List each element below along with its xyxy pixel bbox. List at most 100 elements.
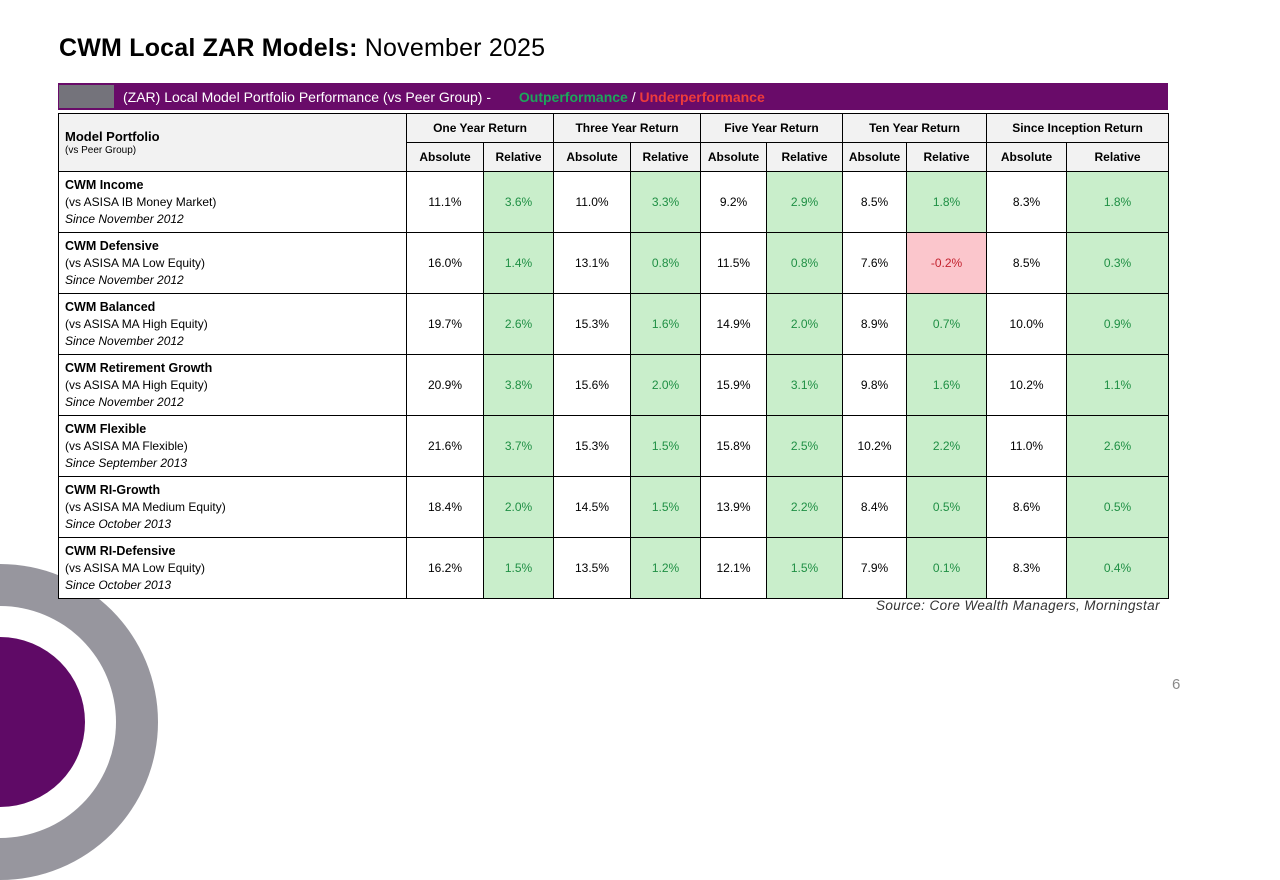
absolute-return-cell: 8.5% [986, 232, 1068, 294]
absolute-return-cell: 13.9% [700, 476, 768, 538]
absolute-return-cell: 7.9% [842, 537, 908, 599]
absolute-return-cell: 15.8% [700, 415, 768, 477]
absolute-return-cell: 21.6% [406, 415, 484, 477]
table-head: Model Portfolio (vs Peer Group) One Year… [58, 113, 1170, 172]
absolute-return-cell: 10.2% [842, 415, 908, 477]
absolute-return-cell: 15.6% [553, 354, 632, 416]
relative-return-cell: 1.8% [1066, 171, 1170, 233]
relative-return-cell: 0.5% [1066, 476, 1170, 538]
relative-return-cell: 0.1% [906, 537, 988, 599]
table-body: CWM Income (vs ASISA IB Money Market) Sinc… [58, 171, 1170, 599]
absolute-return-cell: 11.5% [700, 232, 768, 294]
underperformance-label: Underperformance [639, 88, 765, 105]
absolute-return-cell: 11.0% [986, 415, 1068, 477]
relative-return-cell: 0.3% [1066, 232, 1170, 294]
relative-return-cell: 2.0% [766, 293, 844, 355]
portfolio-peer-group: (vs ASISA MA Flexible) [65, 438, 188, 453]
sub-header-cell: Absolute [842, 142, 908, 172]
portfolio-cell: CWM Retirement Growth (vs ASISA MA High E… [58, 354, 407, 416]
portfolio-since-date: Since November 2012 [65, 334, 184, 349]
relative-return-cell: 1.1% [1066, 354, 1170, 416]
sub-header-cell: Relative [906, 142, 988, 172]
relative-return-cell: 1.5% [766, 537, 844, 599]
absolute-return-cell: 14.5% [553, 476, 632, 538]
relative-return-cell: 1.5% [482, 537, 555, 599]
performance-banner: (ZAR) Local Model Portfolio Performance … [58, 83, 1168, 110]
group-header-since-inception: Since Inception Return [986, 113, 1170, 143]
relative-return-cell: 3.1% [766, 354, 844, 416]
absolute-return-cell: 15.3% [553, 415, 632, 477]
sub-header-cell: Relative [630, 142, 702, 172]
sub-header-cell: Absolute [553, 142, 632, 172]
sub-header-cell: Relative [766, 142, 844, 172]
absolute-return-cell: 7.6% [842, 232, 908, 294]
absolute-return-cell: 12.1% [700, 537, 768, 599]
absolute-return-cell: 15.3% [553, 293, 632, 355]
page-title-bold: CWM Local ZAR Models: [59, 34, 358, 62]
sub-header-cell: Relative [1066, 142, 1170, 172]
absolute-return-cell: 20.9% [406, 354, 484, 416]
portfolio-cell: CWM Balanced (vs ASISA MA High Equity) Sin… [58, 293, 407, 355]
portfolio-since-date: Since November 2012 [65, 273, 184, 288]
relative-return-cell: 0.9% [1066, 293, 1170, 355]
table-row: CWM Retirement Growth (vs ASISA MA High E… [58, 354, 1170, 416]
performance-table: Model Portfolio (vs Peer Group) One Year… [58, 113, 1170, 599]
portfolio-header-label: Model Portfolio [65, 129, 160, 144]
portfolio-name: CWM Retirement Growth [65, 360, 213, 375]
relative-return-cell: 2.0% [482, 476, 555, 538]
portfolio-since-date: Since October 2013 [65, 517, 172, 532]
absolute-return-cell: 18.4% [406, 476, 484, 538]
portfolio-name: CWM Defensive [65, 238, 159, 253]
portfolio-since-date: Since November 2012 [65, 395, 184, 410]
relative-return-cell: 1.6% [906, 354, 988, 416]
absolute-return-cell: 13.1% [553, 232, 632, 294]
table-row: CWM RI-Defensive (vs ASISA MA Low Equity)… [58, 537, 1170, 599]
group-header-five-year: Five Year Return [700, 113, 844, 143]
relative-return-cell: 2.6% [1066, 415, 1170, 477]
page-title: CWM Local ZAR Models: November 2025 [59, 34, 545, 63]
portfolio-peer-group: (vs ASISA MA Low Equity) [65, 560, 206, 575]
relative-return-cell: 0.5% [906, 476, 988, 538]
sub-header-cell: Absolute [406, 142, 484, 172]
relative-return-cell: 2.6% [482, 293, 555, 355]
portfolio-name: CWM Income [65, 177, 144, 192]
portfolio-cell: CWM Income (vs ASISA IB Money Market) Sinc… [58, 171, 407, 233]
portfolio-cell: CWM Defensive (vs ASISA MA Low Equity) Sin… [58, 232, 407, 294]
relative-return-cell: 2.5% [766, 415, 844, 477]
portfolio-peer-group: (vs ASISA MA High Equity) [65, 377, 208, 392]
table-row: CWM RI-Growth (vs ASISA MA Medium Equity)… [58, 476, 1170, 538]
group-header-one-year: One Year Return [405, 113, 555, 143]
portfolio-cell: CWM RI-Defensive (vs ASISA MA Low Equity)… [58, 537, 407, 599]
banner-separator: / [627, 88, 640, 105]
absolute-return-cell: 11.1% [406, 171, 484, 233]
portfolio-name: CWM Balanced [65, 299, 156, 314]
absolute-return-cell: 8.3% [986, 171, 1068, 233]
portfolio-peer-group: (vs ASISA MA Low Equity) [65, 255, 206, 270]
portfolio-header-cell: Model Portfolio (vs Peer Group) [58, 113, 407, 172]
absolute-return-cell: 8.6% [986, 476, 1068, 538]
relative-return-cell: 1.8% [906, 171, 988, 233]
portfolio-cell: CWM Flexible (vs ASISA MA Flexible) Since … [58, 415, 407, 477]
group-header-row: Model Portfolio (vs Peer Group) One Year… [58, 113, 1170, 172]
absolute-return-cell: 8.9% [842, 293, 908, 355]
table-row: CWM Income (vs ASISA IB Money Market) Sinc… [58, 171, 1170, 233]
portfolio-cell: CWM RI-Growth (vs ASISA MA Medium Equity)… [58, 476, 407, 538]
relative-return-cell: 3.3% [630, 171, 702, 233]
relative-return-cell: 0.8% [766, 232, 844, 294]
banner-label: (ZAR) Local Model Portfolio Performance … [123, 88, 495, 105]
page-number: 6 [1172, 676, 1181, 693]
absolute-return-cell: 10.0% [986, 293, 1068, 355]
sub-header-row: Absolute Relative Absolute Relative Absolute… [59, 142, 1170, 172]
sub-header-cell: Absolute [700, 142, 768, 172]
sub-header-cell: Relative [482, 142, 555, 172]
outperformance-label: Outperformance [518, 88, 628, 105]
absolute-return-cell: 8.5% [842, 171, 908, 233]
relative-return-cell: -0.2% [906, 232, 988, 294]
relative-return-cell: 3.7% [482, 415, 555, 477]
absolute-return-cell: 16.0% [406, 232, 484, 294]
source-note: Source: Core Wealth Managers, Morningsta… [875, 598, 1160, 613]
sub-header-cell: Absolute [986, 142, 1068, 172]
absolute-return-cell: 13.5% [553, 537, 632, 599]
portfolio-name: CWM Flexible [65, 421, 147, 436]
absolute-return-cell: 10.2% [986, 354, 1068, 416]
